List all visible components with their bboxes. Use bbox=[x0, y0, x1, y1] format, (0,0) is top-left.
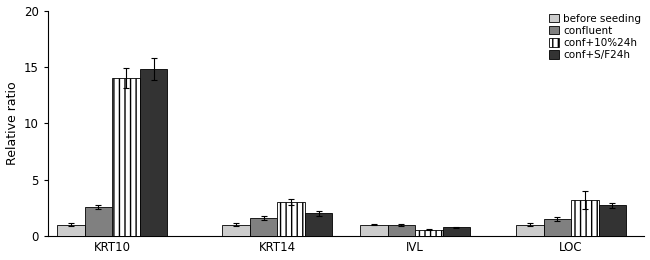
Bar bbox=[543, 219, 571, 236]
Y-axis label: Relative ratio: Relative ratio bbox=[6, 81, 19, 165]
Bar bbox=[571, 200, 599, 236]
Bar bbox=[140, 69, 167, 236]
Bar bbox=[278, 202, 305, 236]
Bar bbox=[516, 225, 543, 236]
Bar bbox=[112, 78, 140, 236]
Bar bbox=[360, 225, 387, 236]
Bar bbox=[250, 218, 278, 236]
Bar bbox=[599, 205, 626, 236]
Legend: before seeding, confluent, conf+10%24h, conf+S/F24h: before seeding, confluent, conf+10%24h, … bbox=[547, 12, 644, 62]
Bar bbox=[57, 225, 84, 236]
Bar bbox=[387, 225, 415, 236]
Bar bbox=[443, 228, 470, 236]
Bar bbox=[305, 213, 332, 236]
Bar bbox=[222, 225, 250, 236]
Bar bbox=[84, 207, 112, 236]
Bar bbox=[415, 230, 443, 236]
